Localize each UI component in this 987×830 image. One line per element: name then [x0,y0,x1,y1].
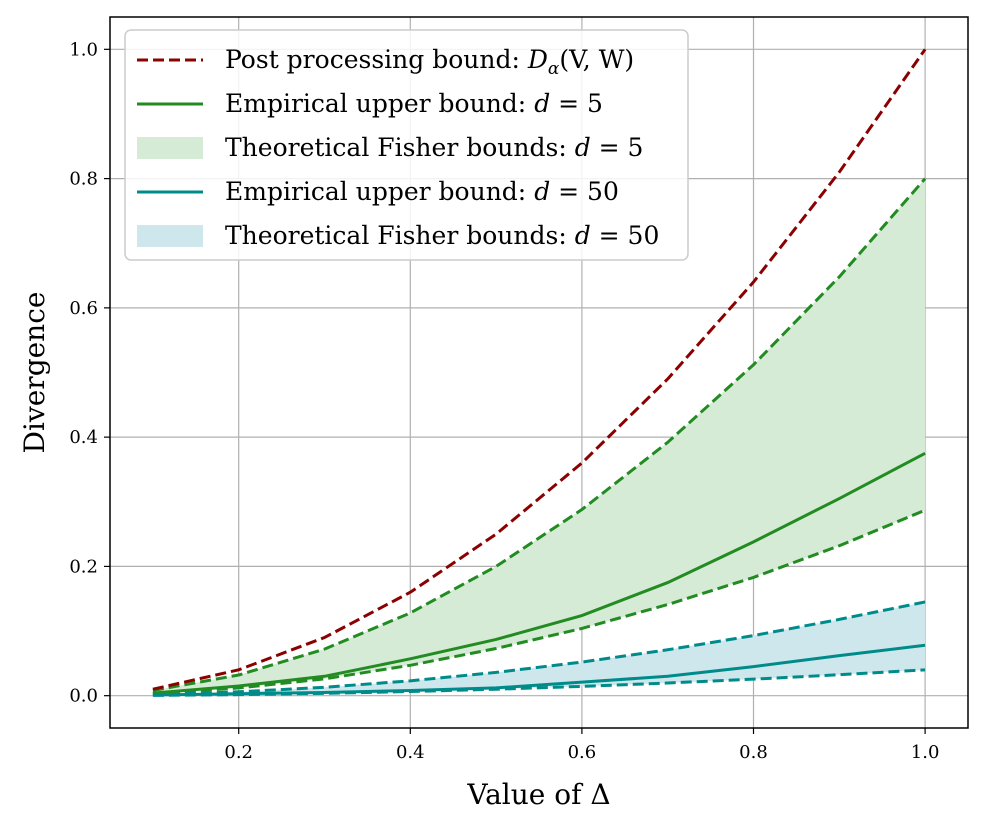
x-axis-title: Value of Δ [466,778,610,811]
y-axis-title: Divergence [18,292,51,454]
y-tick-label: 0.0 [69,686,98,707]
y-tick-label: 1.0 [69,39,98,60]
band-fills [152,178,926,696]
y-tick-label: 0.6 [69,298,98,319]
series-line [152,48,927,691]
band-fill [152,601,926,696]
band-upper-line [152,600,926,697]
band-lower-line [152,508,926,696]
legend-swatch [137,225,203,247]
band-upper-line [152,177,927,692]
legend-swatch [137,137,203,159]
legend-label: Empirical upper bound: d = 5 [225,89,603,118]
axes-frame [109,16,969,729]
legend-label: Empirical upper bound: d = 50 [225,177,619,206]
x-tick-label: 0.4 [396,742,425,763]
series-line [152,451,926,695]
legend-label: Post processing bound: Dα(V, W) [225,45,634,79]
x-tick-label: 0.6 [568,742,597,763]
y-tick-label: 0.4 [69,427,98,448]
legend: Post processing bound: Dα(V, W) Empirical… [124,29,689,261]
legend-label: Theoretical Fisher bounds: d = 5 [225,133,643,162]
x-tick-label: 0.2 [224,742,253,763]
series-lines [152,48,927,697]
axes: 0.2 0.4 0.6 0.8 1.0 0.0 0.2 0.4 0.6 0.8 1.0 Value o… [18,16,969,811]
y-tick-label: 0.8 [69,169,98,190]
series-line [152,643,926,697]
legend-label: Theoretical Fisher bounds: d = 50 [225,221,659,250]
x-tick-label: 0.8 [739,742,768,763]
band-fill [152,178,926,694]
x-tick-label: 1.0 [911,742,940,763]
y-tick-label: 0.2 [69,556,98,577]
legend-box [124,29,689,261]
